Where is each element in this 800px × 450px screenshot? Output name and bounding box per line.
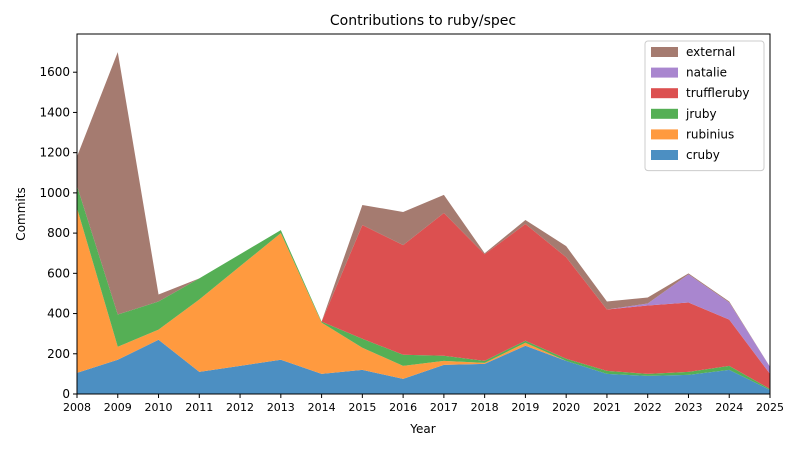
x-tick-label: 2020	[552, 401, 580, 414]
area-external	[77, 52, 770, 367]
legend-label-natalie: natalie	[686, 66, 727, 80]
legend-label-jruby: jruby	[685, 107, 717, 121]
legend-label-external: external	[686, 45, 735, 59]
x-tick-label: 2016	[389, 401, 417, 414]
x-tick-label: 2015	[348, 401, 376, 414]
x-tick-label: 2024	[715, 401, 743, 414]
legend-label-rubinius: rubinius	[686, 127, 734, 141]
y-tick-label: 1200	[39, 146, 70, 160]
legend-label-cruby: cruby	[686, 148, 720, 162]
legend-swatch-jruby	[651, 108, 678, 119]
x-tick-label: 2008	[63, 401, 91, 414]
y-tick-label: 800	[47, 226, 70, 240]
area-truffleruby	[77, 185, 770, 389]
x-tick-label: 2017	[430, 401, 458, 414]
areas-layer	[77, 52, 770, 394]
x-tick-label: 2023	[674, 401, 702, 414]
legend-swatch-truffleruby	[651, 88, 678, 99]
x-tick-label: 2009	[104, 401, 132, 414]
y-tick-label: 600	[47, 266, 70, 280]
x-tick-label: 2012	[226, 401, 254, 414]
legend-label-truffleruby: truffleruby	[686, 86, 750, 100]
legend: external natalie truffleruby jruby rubinius c…	[644, 40, 765, 172]
legend-swatch-cruby	[651, 150, 678, 160]
x-tick-label: 2025	[756, 401, 784, 414]
area-cruby	[77, 339, 770, 394]
x-tick-label: 2010	[145, 401, 173, 414]
legend-swatch-rubinius	[651, 129, 678, 140]
area-rubinius	[77, 207, 770, 390]
y-tick-label: 200	[47, 347, 70, 361]
x-tick-label: 2013	[267, 401, 295, 414]
y-tick-label: 1000	[39, 186, 70, 200]
legend-swatch-external	[651, 47, 678, 57]
y-axis: 0 200 400 600 800 1000 1200 1400 1600	[39, 65, 77, 401]
x-tick-label: 2022	[634, 401, 662, 414]
x-tick-label: 2014	[308, 401, 336, 414]
x-tick-label: 2018	[471, 401, 499, 414]
y-tick-label: 1600	[39, 65, 70, 79]
chart-title: Contributions to ruby/spec	[330, 13, 516, 29]
y-tick-label: 400	[47, 307, 70, 321]
legend-swatch-natalie	[651, 67, 678, 78]
x-tick-label: 2011	[185, 401, 213, 414]
y-tick-label: 1400	[39, 105, 70, 119]
plot-frame	[76, 33, 771, 395]
y-tick-label: 0	[62, 387, 70, 401]
x-axis-label: Year	[409, 422, 435, 436]
x-tick-label: 2019	[511, 401, 539, 414]
x-tick-label: 2021	[593, 401, 621, 414]
y-axis-label: Commits	[14, 187, 28, 240]
x-axis: 2008 2009 2010 2011 2012 2013 2014 2015 2016 2017…	[63, 394, 784, 414]
